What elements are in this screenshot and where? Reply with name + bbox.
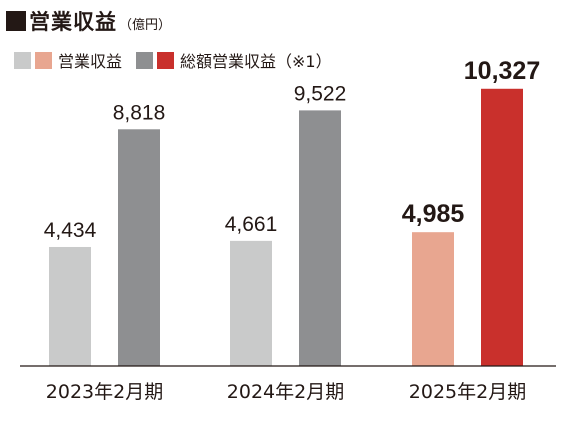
- category-label-2: 2025年2月期: [409, 381, 526, 403]
- data-label-gross-2: 10,327: [464, 57, 540, 85]
- data-label-gross-0: 8,818: [113, 101, 166, 124]
- legend-swatch-gross-gray: [136, 51, 154, 69]
- data-label-revenue-2: 4,985: [402, 200, 465, 228]
- bar-gross-2: [481, 88, 523, 367]
- legend-label-revenue: 営業収益: [58, 52, 123, 71]
- data-label-revenue-1: 4,661: [225, 213, 278, 236]
- bar-revenue-1: [230, 240, 272, 366]
- bar-revenue-2: [412, 232, 454, 366]
- chart-unit: （億円）: [119, 17, 172, 33]
- chart-title: 営業収益: [29, 10, 117, 34]
- bar-revenue-0: [49, 246, 91, 366]
- data-label-revenue-0: 4,434: [44, 219, 97, 242]
- legend-swatch-revenue-gray: [14, 51, 31, 69]
- bar-gross-0: [118, 129, 160, 366]
- legend-label-gross: 総額営業収益（※1）: [180, 52, 332, 71]
- legend-swatch-revenue-highlight: [35, 51, 52, 69]
- bar-gross-1: [299, 110, 341, 366]
- category-label-1: 2024年2月期: [227, 381, 344, 403]
- title-marker-square: [6, 11, 26, 31]
- chart-title-row: 営業収益 （億円）: [6, 6, 171, 36]
- category-label-0: 2023年2月期: [46, 381, 163, 403]
- data-label-gross-1: 9,522: [294, 82, 347, 105]
- legend-swatch-gross-highlight: [157, 51, 175, 69]
- legend: 営業収益 総額営業収益（※1）: [14, 48, 346, 72]
